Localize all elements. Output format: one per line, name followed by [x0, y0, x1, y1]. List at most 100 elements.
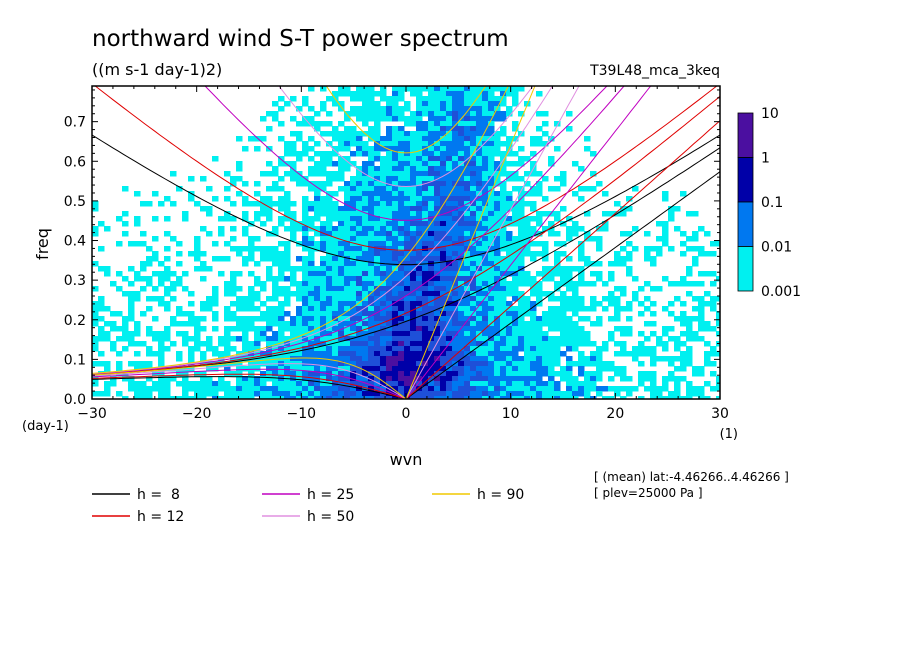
heat-cell: [158, 271, 165, 277]
heat-cell: [500, 101, 507, 107]
heat-cell: [470, 96, 477, 102]
heat-cell: [242, 326, 249, 332]
heat-cell: [392, 371, 399, 377]
heat-cell: [266, 276, 273, 282]
heat-cell: [362, 291, 369, 297]
heat-cell: [380, 236, 387, 242]
heat-cell: [218, 271, 225, 277]
heat-cell: [500, 111, 507, 117]
heat-cell: [344, 246, 351, 252]
heat-cell: [428, 166, 435, 172]
heat-cell: [374, 261, 381, 267]
heat-cell: [140, 286, 147, 292]
heat-cell: [398, 351, 405, 357]
heat-cell: [398, 91, 405, 97]
heat-cell: [350, 241, 357, 247]
heat-cell: [350, 346, 357, 352]
heat-cell: [404, 351, 411, 357]
heat-cell: [236, 376, 243, 382]
heat-cell: [254, 346, 261, 352]
heat-cell: [392, 186, 399, 192]
heat-cell: [470, 316, 477, 322]
heat-cell: [284, 246, 291, 252]
heat-cell: [230, 386, 237, 392]
heat-cell: [482, 241, 489, 247]
heat-cell: [488, 326, 495, 332]
heat-cell: [308, 201, 315, 207]
heat-cell: [542, 271, 549, 277]
run-label: T39L48_mca_3keq: [589, 63, 720, 79]
heat-cell: [482, 166, 489, 172]
heat-cell: [380, 161, 387, 167]
heat-cell: [368, 166, 375, 172]
heat-cell: [386, 231, 393, 237]
heat-cell: [422, 126, 429, 132]
heat-cell: [290, 116, 297, 122]
heat-cell: [284, 151, 291, 157]
heat-cell: [422, 106, 429, 112]
heat-cell: [320, 341, 327, 347]
heat-cell: [392, 331, 399, 337]
heat-cell: [452, 396, 459, 399]
heat-cell: [536, 326, 543, 332]
heat-cell: [272, 396, 279, 399]
heat-cell: [356, 216, 363, 222]
heat-cell: [254, 336, 261, 342]
heat-cell: [278, 381, 285, 387]
heat-cell: [344, 276, 351, 282]
heat-cell: [278, 321, 285, 327]
heat-cell: [458, 246, 465, 252]
heat-cell: [584, 331, 591, 337]
heat-cell: [206, 386, 213, 392]
heat-cell: [680, 241, 687, 247]
heat-cell: [464, 391, 471, 397]
heat-cell: [536, 361, 543, 367]
heat-cell: [488, 386, 495, 392]
heat-cell: [278, 96, 285, 102]
heat-cell: [374, 121, 381, 127]
heat-cell: [302, 276, 309, 282]
heat-cell: [194, 326, 201, 332]
heat-cell: [350, 301, 357, 307]
gravity-curve: [325, 86, 487, 154]
heat-cell: [266, 351, 273, 357]
heat-cell: [440, 191, 447, 197]
heat-cell: [194, 321, 201, 327]
heat-cell: [470, 371, 477, 377]
heat-cell: [416, 331, 423, 337]
heat-cell: [92, 316, 99, 322]
heat-cell: [368, 111, 375, 117]
heat-cell: [446, 191, 453, 197]
heat-cell: [446, 386, 453, 392]
heat-cell: [434, 206, 441, 212]
heat-cell: [554, 271, 561, 277]
heat-cell: [464, 91, 471, 97]
heat-cell: [446, 206, 453, 212]
heat-cell: [716, 396, 720, 399]
heat-cell: [308, 336, 315, 342]
heat-cell: [500, 376, 507, 382]
heat-cell: [344, 376, 351, 382]
heat-cell: [500, 366, 507, 372]
heat-cell: [458, 331, 465, 337]
heat-cell: [524, 321, 531, 327]
heat-cell: [506, 351, 513, 357]
heat-cell: [686, 211, 693, 217]
heat-cell: [398, 236, 405, 242]
heat-cell: [530, 286, 537, 292]
heat-cell: [500, 141, 507, 147]
heat-cell: [356, 211, 363, 217]
heat-cell: [440, 126, 447, 132]
heat-cell: [380, 176, 387, 182]
heat-cell: [308, 281, 315, 287]
heat-cell: [224, 171, 231, 177]
heat-cell: [530, 226, 537, 232]
heat-cell: [380, 301, 387, 307]
heat-cell: [506, 361, 513, 367]
heat-cell: [320, 206, 327, 212]
heat-cell: [272, 111, 279, 117]
heat-cell: [440, 121, 447, 127]
heat-cell: [410, 86, 417, 92]
heat-cell: [512, 326, 519, 332]
heat-cell: [428, 96, 435, 102]
